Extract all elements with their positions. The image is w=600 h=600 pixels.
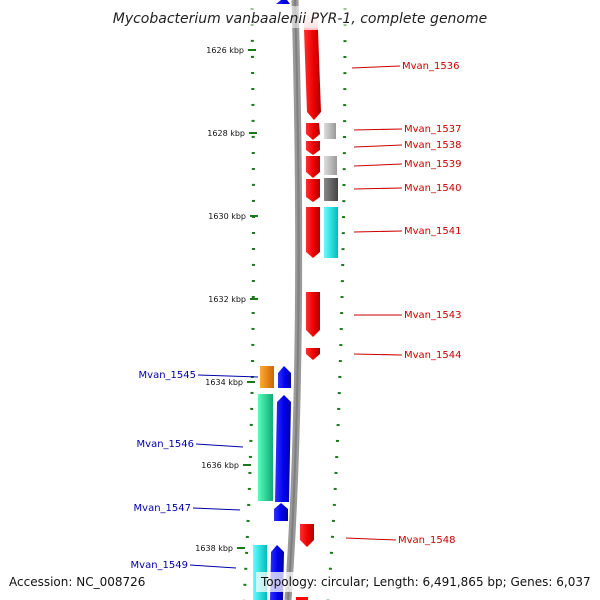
- gene-box-mvan-1546-green[interactable]: [258, 394, 273, 501]
- inner-dotted-track: [242, 7, 256, 600]
- kbp-tick-label: 1626 kbp: [206, 46, 244, 55]
- gene-box-mvan-1545-orange[interactable]: [260, 366, 274, 388]
- gene-label-right[interactable]: Mvan_1539: [404, 159, 461, 170]
- right-gene-labels: Mvan_1536 Mvan_1537 Mvan_1538 Mvan_1539 Mvan…: [345, 61, 461, 546]
- gene-leader-line: [353, 230, 403, 233]
- kbp-tick-label: 1638 kbp: [195, 544, 233, 553]
- kbp-tick-label: 1632 kbp: [208, 295, 246, 304]
- gene-label-left[interactable]: Mvan_1546: [137, 439, 194, 450]
- gene-box-mvan-1537-grey[interactable]: [324, 123, 336, 139]
- gene-leader-line: [353, 144, 403, 148]
- gene-arrow-mvan-1546[interactable]: [275, 395, 291, 502]
- gene-label-right[interactable]: Mvan_1537: [404, 124, 461, 135]
- gene-leader-line: [192, 507, 241, 511]
- gene-label-right[interactable]: Mvan_1541: [404, 226, 461, 237]
- gene-arrow-mvan-1540[interactable]: [306, 179, 320, 202]
- kbp-ticks: 1626 kbp 1628 kbp 1630 kbp 1632 kbp 1634 kbp…: [195, 46, 258, 553]
- accession-label: Accession: NC_008726: [9, 575, 145, 589]
- kbp-tick-label: 1628 kbp: [207, 129, 245, 138]
- gene-arrow-mvan-1543[interactable]: [306, 292, 320, 337]
- gene-arrow-mvan-1547[interactable]: [274, 503, 288, 521]
- gene-arrow-mvan-1541[interactable]: [306, 207, 320, 258]
- gene-leader-line: [353, 187, 403, 190]
- gene-arrow-mvan-1548[interactable]: [300, 524, 314, 547]
- left-gene-labels: Mvan_1545 Mvan_1546 Mvan_1547 Mvan_1549: [131, 370, 259, 571]
- gene-label-left[interactable]: Mvan_1545: [139, 370, 196, 381]
- map-title: Mycobacterium vanbaalenii PYR-1, complet…: [113, 11, 488, 27]
- gene-label-right[interactable]: Mvan_1538: [404, 140, 461, 151]
- gene-arrow-mvan-1539[interactable]: [306, 156, 320, 178]
- gene-leader-line: [353, 163, 403, 167]
- gene-label-right[interactable]: Mvan_1543: [404, 310, 461, 321]
- gene-leader-line: [351, 65, 401, 69]
- gene-leader-line: [197, 374, 259, 378]
- gene-label-right[interactable]: Mvan_1536: [402, 61, 459, 72]
- gene-label-left[interactable]: Mvan_1549: [131, 560, 188, 571]
- gene-label-right[interactable]: Mvan_1548: [398, 535, 455, 546]
- gene-box-mvan-1541-cyan[interactable]: [324, 207, 338, 258]
- gene-leader-line: [195, 443, 244, 448]
- gene-arrow-mvan-1545[interactable]: [278, 366, 291, 388]
- outer-dotted-track: [326, 7, 347, 600]
- gene-arrow-mvan-1536[interactable]: [304, 30, 321, 120]
- gene-leader-line: [345, 537, 397, 541]
- gene-label-right[interactable]: Mvan_1540: [404, 183, 461, 194]
- gene-leader-line: [353, 128, 403, 131]
- gene-arrow-mvan-1538[interactable]: [306, 141, 320, 155]
- kbp-tick-label: 1636 kbp: [201, 461, 239, 470]
- gene-red-partial-bottom[interactable]: [296, 597, 308, 600]
- gene-arrow-partial-top[interactable]: [276, 0, 290, 4]
- gene-arrow-mvan-1537[interactable]: [306, 123, 320, 140]
- gene-box-mvan-1540-grey[interactable]: [324, 178, 338, 201]
- topology-label: Topology: circular; Length: 6,491,865 bp…: [260, 575, 591, 589]
- gene-label-right[interactable]: Mvan_1544: [404, 350, 461, 361]
- gene-leader-line: [353, 353, 403, 356]
- gene-label-left[interactable]: Mvan_1547: [134, 503, 191, 514]
- gene-arrow-mvan-1544[interactable]: [306, 348, 320, 360]
- kbp-tick-label: 1634 kbp: [205, 378, 243, 387]
- kbp-tick-label: 1630 kbp: [208, 212, 246, 221]
- gene-leader-line: [189, 564, 237, 569]
- gene-box-mvan-1539-grey[interactable]: [324, 156, 337, 175]
